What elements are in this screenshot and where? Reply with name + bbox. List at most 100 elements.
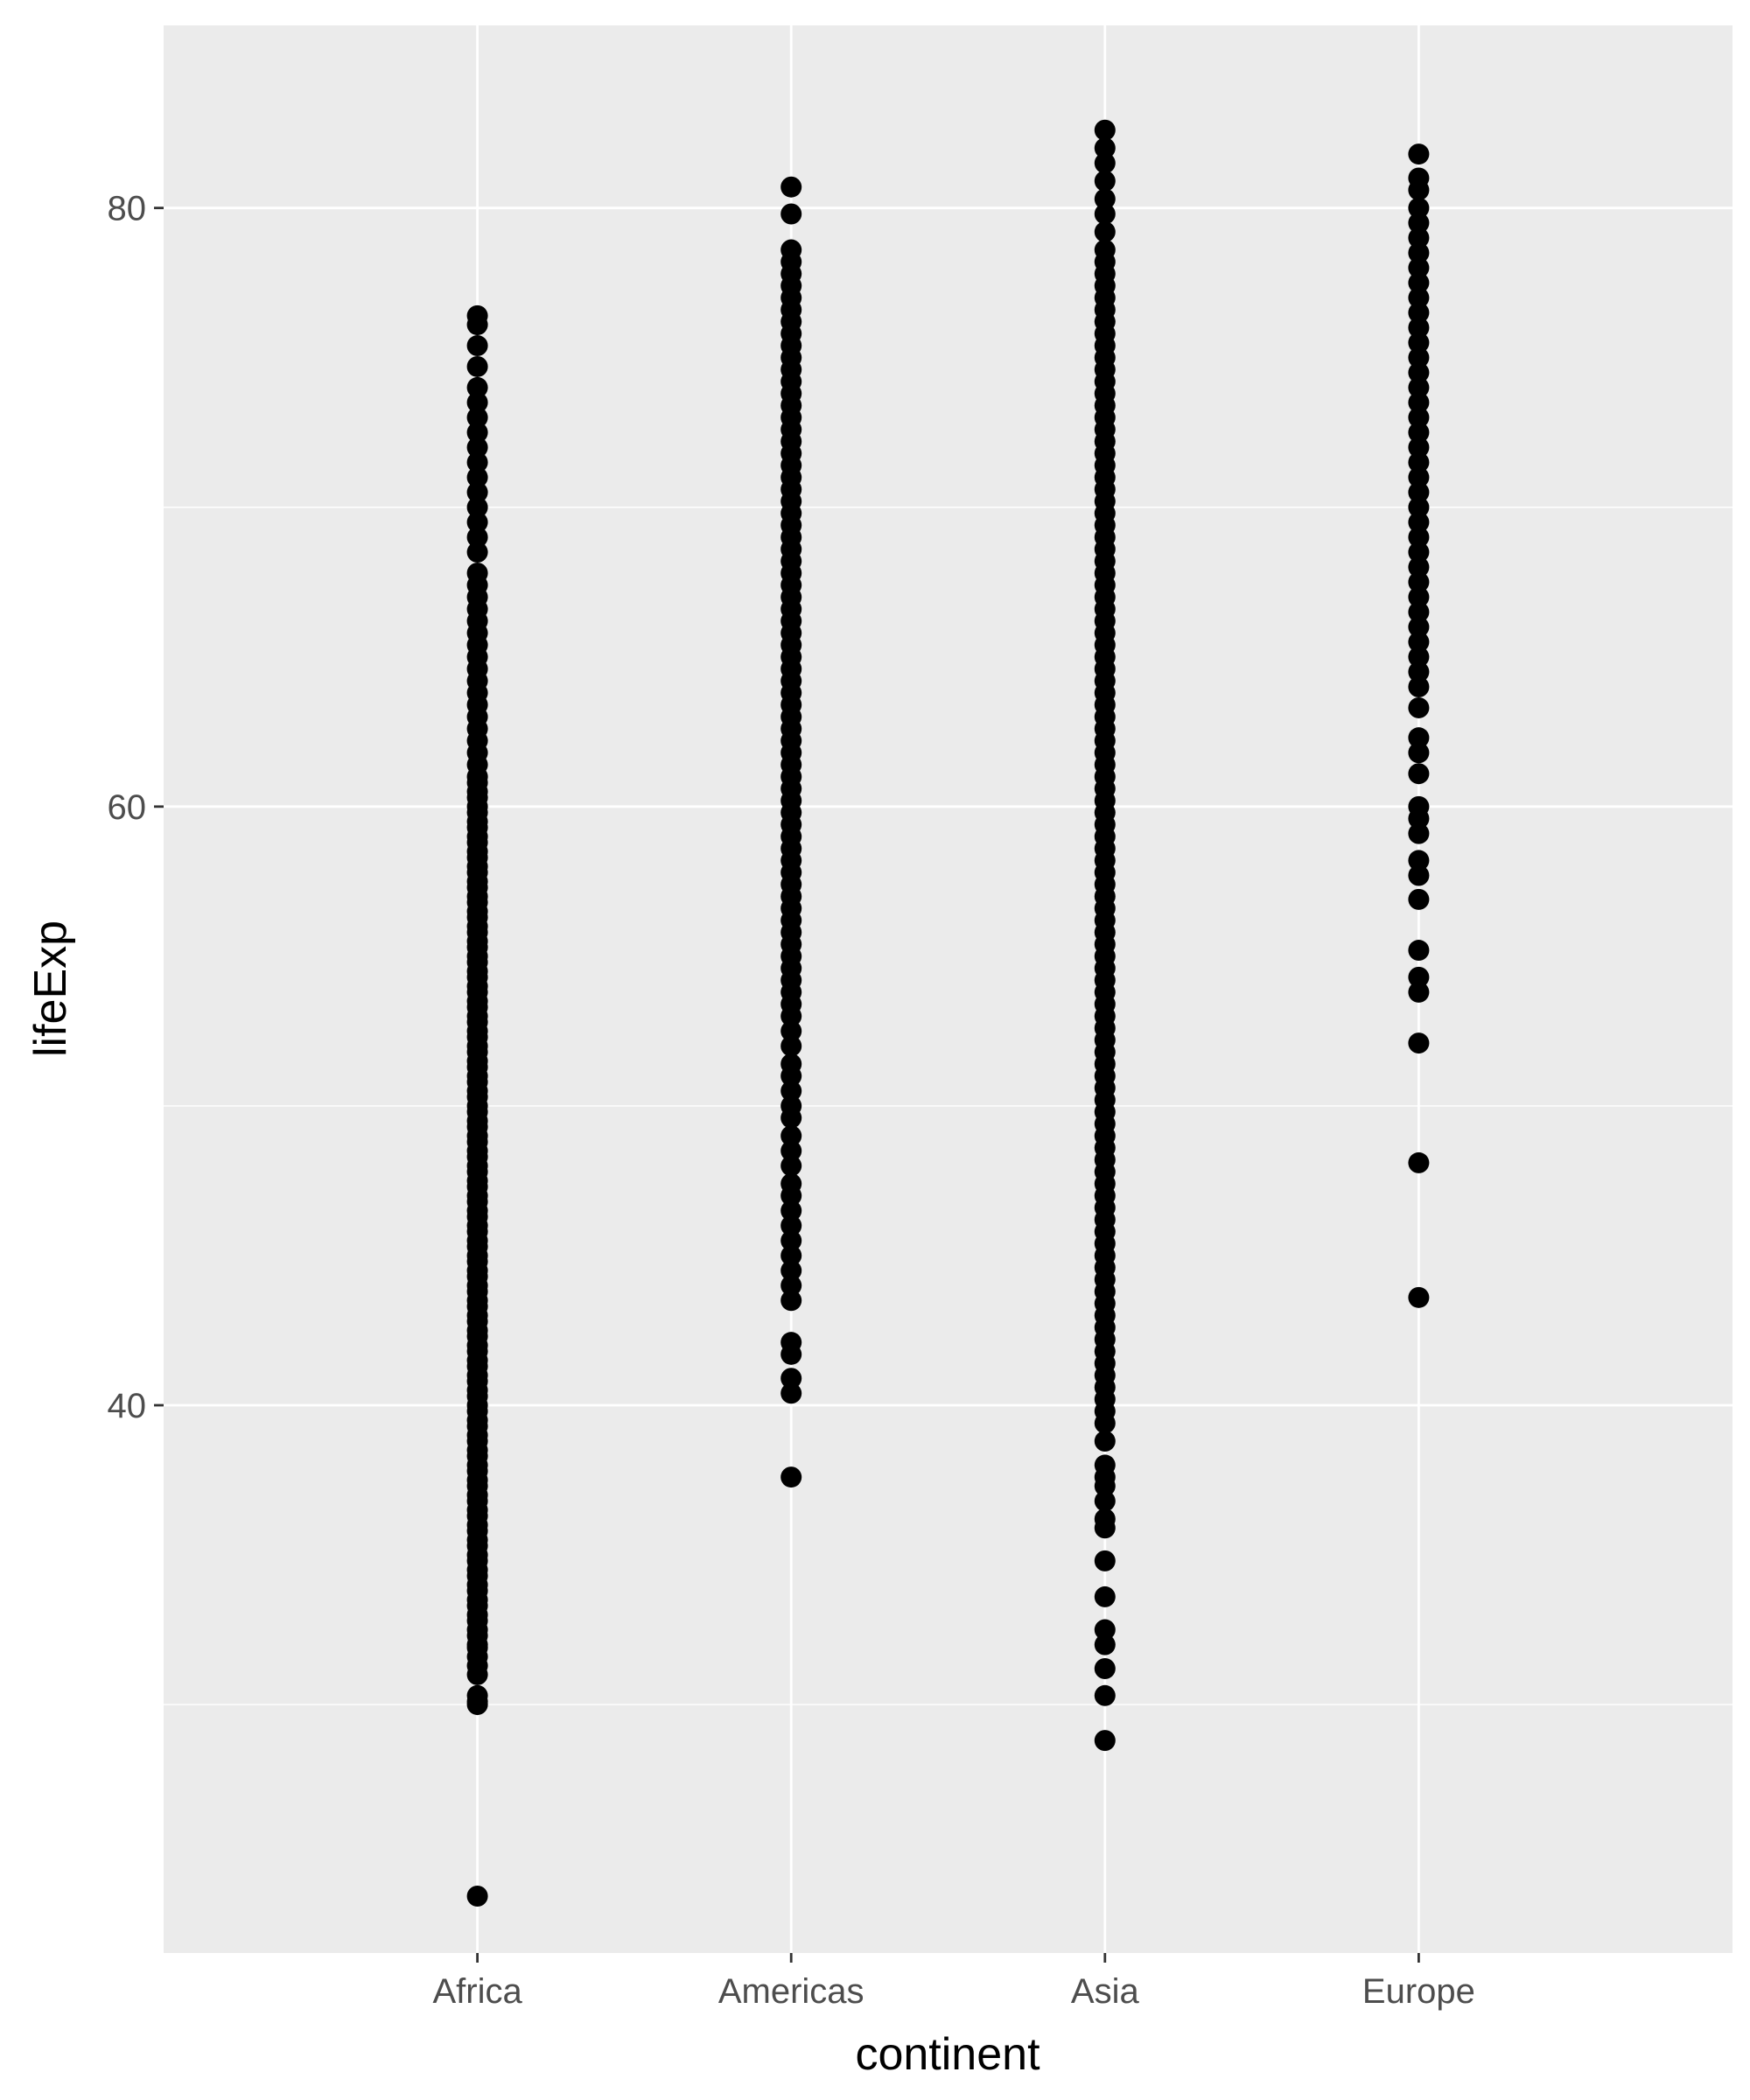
point-americas-8 — [780, 1244, 802, 1266]
x-tick-label-europe: Europe — [1362, 1972, 1475, 2011]
point-europe-3 — [1408, 981, 1430, 1003]
point-europe-24 — [1408, 556, 1430, 578]
point-asia-116 — [1094, 170, 1116, 192]
point-africa-146 — [466, 481, 488, 503]
point-europe-15 — [1408, 696, 1430, 718]
point-africa-152 — [466, 392, 488, 414]
point-europe-36 — [1408, 376, 1430, 398]
point-europe-30 — [1408, 466, 1430, 488]
point-europe-41 — [1408, 302, 1430, 324]
point-europe-22 — [1408, 586, 1430, 608]
point-europe-0 — [1408, 1286, 1430, 1308]
point-asia-13 — [1094, 1431, 1116, 1452]
point-americas-5 — [780, 1290, 802, 1312]
point-europe-9 — [1408, 822, 1430, 844]
x-tick-label-africa: Africa — [432, 1972, 522, 2011]
point-americas-90 — [780, 176, 802, 198]
point-asia-112 — [1094, 239, 1116, 261]
point-africa-154 — [466, 355, 488, 377]
point-europe-33 — [1408, 422, 1430, 444]
point-americas-0 — [780, 1466, 802, 1488]
point-europe-14 — [1408, 727, 1430, 749]
point-europe-50 — [1408, 167, 1430, 189]
point-africa-148 — [466, 452, 488, 473]
plot-panel — [164, 25, 1732, 1953]
point-asia-8 — [1094, 1508, 1116, 1530]
y-tick-label-80: 80 — [108, 190, 147, 228]
point-asia-6 — [1094, 1550, 1116, 1572]
point-europe-5 — [1408, 940, 1430, 962]
x-axis: Africa Americas Asia Europe — [432, 1953, 1475, 2011]
point-asia-5 — [1094, 1586, 1116, 1607]
point-europe-1 — [1408, 1152, 1430, 1173]
point-africa-153 — [466, 376, 488, 398]
minor-gridlines — [164, 507, 1732, 1705]
point-africa-155 — [466, 335, 488, 357]
point-africa-144 — [466, 511, 488, 533]
point-americas-13 — [780, 1172, 802, 1194]
point-europe-2 — [1408, 1032, 1430, 1054]
y-tick-label-40: 40 — [108, 1387, 147, 1425]
point-americas-11 — [780, 1200, 802, 1222]
point-europe-45 — [1408, 242, 1430, 263]
point-africa-149 — [466, 437, 488, 458]
point-europe-26 — [1408, 526, 1430, 548]
point-europe-51 — [1408, 144, 1430, 165]
point-asia-4 — [1094, 1619, 1116, 1641]
point-americas-21 — [780, 1054, 802, 1075]
point-europe-38 — [1408, 346, 1430, 368]
point-europe-8 — [1408, 850, 1430, 872]
point-asia-115 — [1094, 188, 1116, 210]
point-europe-44 — [1408, 257, 1430, 279]
point-americas-10 — [780, 1214, 802, 1236]
point-europe-25 — [1408, 542, 1430, 564]
point-asia-119 — [1094, 119, 1116, 141]
point-americas-18 — [780, 1095, 802, 1116]
point-africa-0 — [466, 1886, 488, 1908]
point-americas-9 — [780, 1229, 802, 1251]
point-americas-23 — [780, 1020, 802, 1042]
point-americas-1 — [780, 1382, 802, 1404]
point-americas-22 — [780, 1035, 802, 1057]
point-europe-7 — [1408, 864, 1430, 886]
point-americas-19 — [780, 1080, 802, 1102]
point-americas-4 — [780, 1332, 802, 1354]
point-europe-11 — [1408, 795, 1430, 817]
point-africa-3 — [466, 1684, 488, 1706]
point-americas-15 — [780, 1140, 802, 1162]
point-africa-143 — [466, 526, 488, 548]
point-asia-2 — [1094, 1658, 1116, 1680]
point-europe-48 — [1408, 197, 1430, 219]
point-africa-147 — [466, 466, 488, 488]
point-europe-29 — [1408, 481, 1430, 503]
point-europe-39 — [1408, 332, 1430, 354]
point-asia-114 — [1094, 203, 1116, 225]
point-europe-21 — [1408, 601, 1430, 623]
x-tick-label-asia: Asia — [1071, 1972, 1140, 2011]
point-europe-17 — [1408, 661, 1430, 682]
point-asia-117 — [1094, 152, 1116, 174]
point-europe-23 — [1408, 571, 1430, 593]
point-asia-9 — [1094, 1490, 1116, 1512]
point-americas-16 — [780, 1125, 802, 1147]
point-asia-118 — [1094, 137, 1116, 159]
point-europe-6 — [1408, 888, 1430, 910]
point-europe-40 — [1408, 317, 1430, 339]
point-europe-43 — [1408, 272, 1430, 294]
point-europe-18 — [1408, 646, 1430, 668]
point-europe-12 — [1408, 763, 1430, 785]
point-europe-34 — [1408, 407, 1430, 429]
point-americas-6 — [780, 1275, 802, 1297]
point-americas-88 — [780, 239, 802, 261]
point-asia-113 — [1094, 221, 1116, 243]
point-americas-2 — [780, 1368, 802, 1390]
x-axis-title: continent — [855, 2029, 1040, 2080]
point-europe-37 — [1408, 361, 1430, 383]
point-africa-151 — [466, 407, 488, 429]
point-africa-141 — [466, 563, 488, 584]
point-europe-31 — [1408, 452, 1430, 473]
point-asia-1 — [1094, 1684, 1116, 1706]
point-europe-20 — [1408, 616, 1430, 638]
y-tick-label-60: 60 — [108, 788, 147, 827]
